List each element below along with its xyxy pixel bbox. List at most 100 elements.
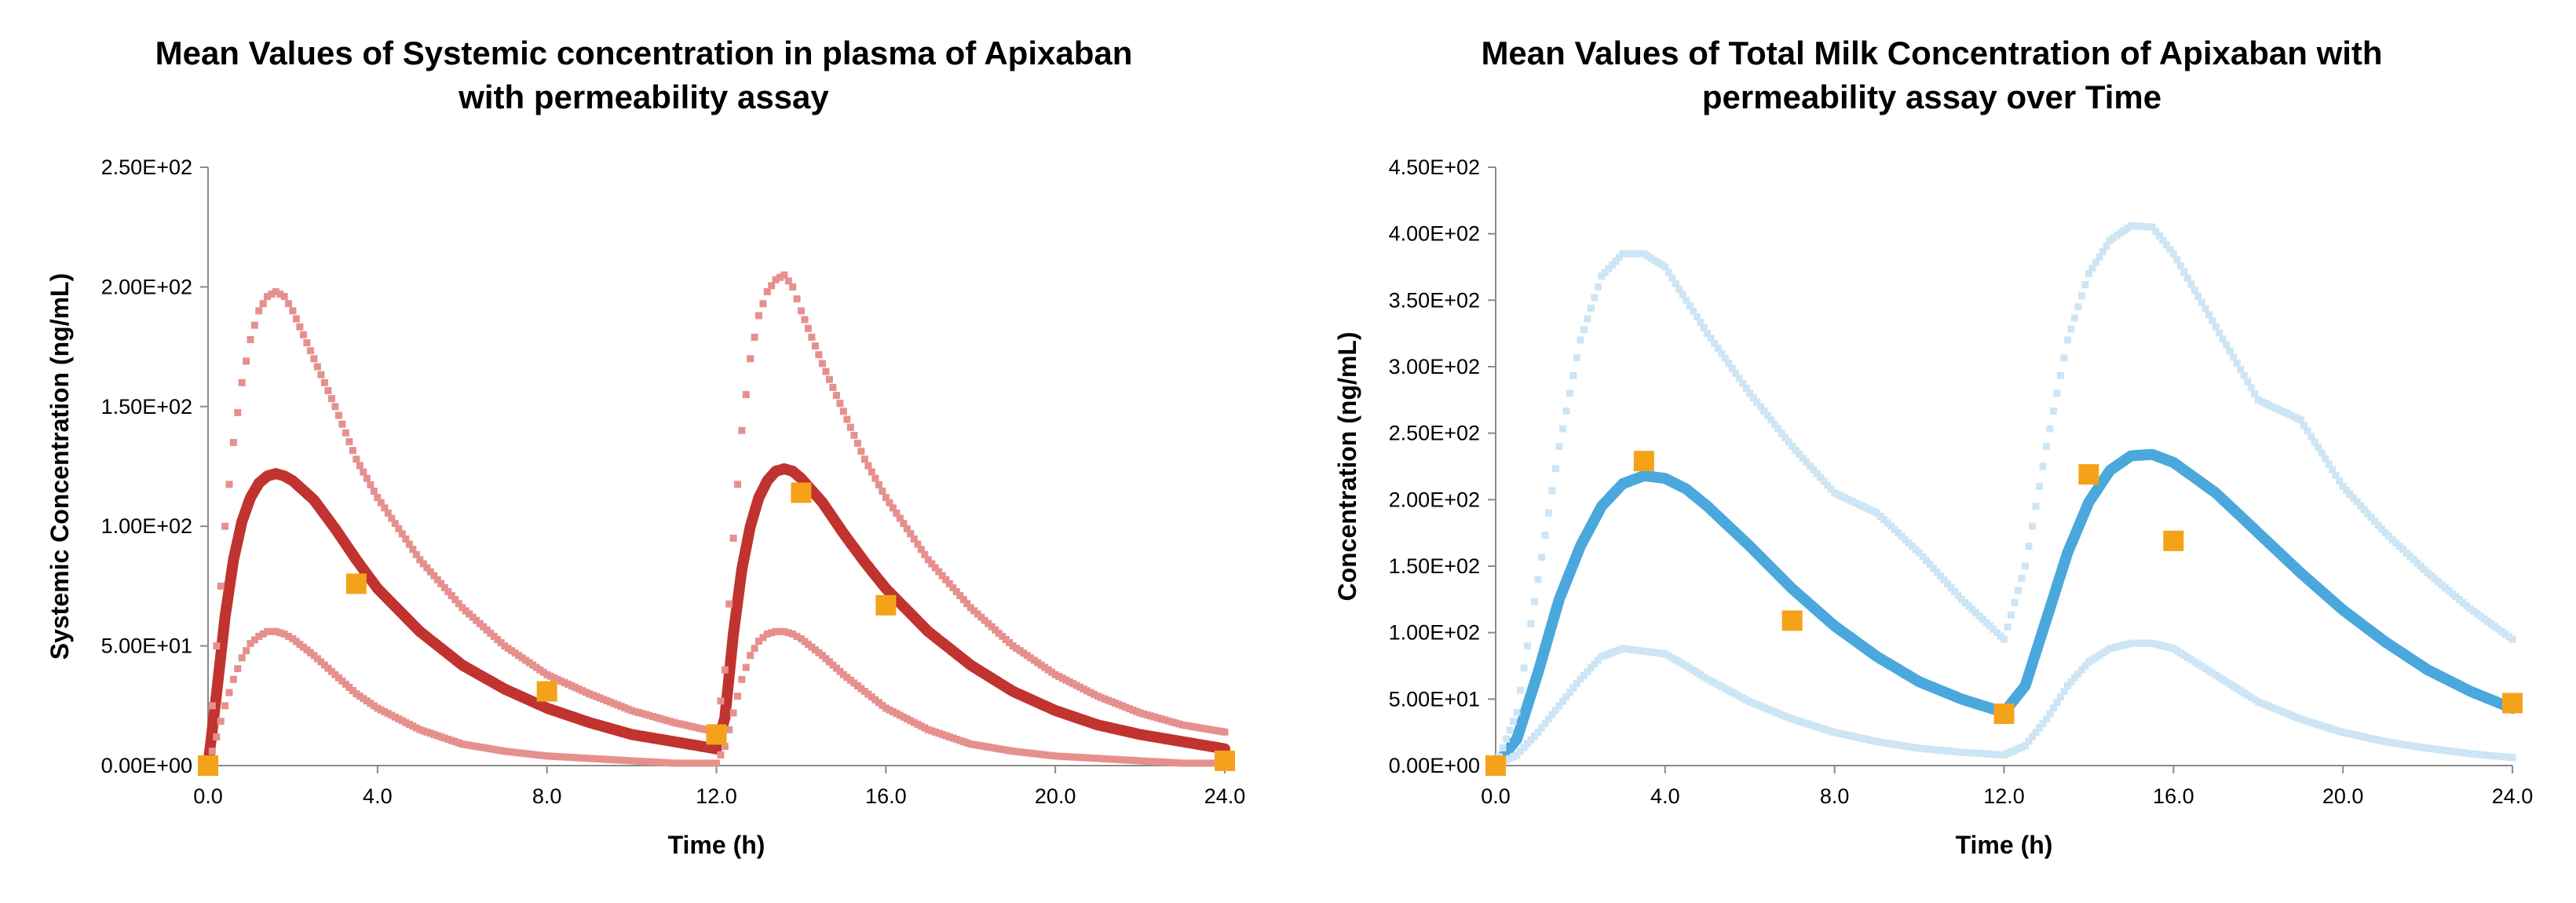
observed-series (1485, 451, 2523, 776)
y-tick-label: 2.50E+02 (1389, 422, 1480, 445)
bound-point (793, 632, 801, 640)
bound-point (825, 375, 833, 383)
bound-point (1774, 425, 1782, 433)
bound-point (1789, 443, 1796, 451)
bound-point (1937, 572, 1945, 580)
bound-point (2063, 682, 2071, 689)
bound-point (2350, 494, 2358, 502)
bound-point (2035, 724, 2043, 732)
bound-point (1919, 553, 1927, 561)
bound-point (412, 550, 420, 558)
bound-point (811, 342, 819, 350)
bound-point (759, 300, 767, 308)
bound-point (238, 654, 246, 662)
upper-bound-series (204, 271, 1229, 770)
bound-point (1587, 304, 1595, 312)
bound-point (255, 307, 263, 315)
observed-point (875, 594, 897, 616)
bound-point (213, 733, 221, 740)
bound-point (2103, 242, 2110, 250)
bound-point (784, 629, 792, 637)
bound-point (2378, 525, 2386, 533)
lower-bound-series (1492, 639, 2516, 770)
y-tick-label: 1.50E+02 (101, 395, 192, 419)
bound-point (797, 307, 805, 315)
bound-point (2067, 325, 2075, 333)
bound-point (2074, 303, 2082, 311)
bound-point (1739, 379, 1747, 387)
bound-point (1569, 684, 1577, 692)
bound-point (1566, 689, 1573, 696)
bound-point (1558, 425, 1566, 433)
y-tick-label: 2.00E+02 (1389, 488, 1480, 511)
bound-point (738, 426, 746, 434)
bound-point (1544, 715, 1552, 723)
observed-point (345, 573, 367, 594)
bound-point (250, 636, 258, 644)
bound-point (334, 411, 342, 419)
bound-point (2007, 611, 2015, 619)
bound-point (1725, 360, 1733, 367)
bound-point (1513, 708, 1521, 716)
bound-point (327, 395, 335, 403)
bound-point (268, 627, 276, 635)
bound-point (259, 300, 267, 308)
bound-point (717, 697, 725, 705)
bound-point (2307, 433, 2315, 441)
bound-point (1516, 748, 1524, 755)
bound-point (296, 323, 304, 331)
bound-point (370, 487, 378, 495)
bound-point (2088, 264, 2096, 272)
bound-point (2028, 733, 2036, 740)
bound-point (377, 499, 385, 506)
bound-point (217, 718, 225, 726)
bound-point (1930, 565, 1938, 572)
bound-point (402, 535, 410, 543)
bound-point (882, 494, 890, 502)
bound-point (1605, 265, 1613, 272)
bound-point (1530, 732, 1538, 740)
bound-point (2018, 575, 2026, 583)
bound-point (221, 522, 229, 530)
bound-point (907, 530, 915, 538)
bound-point (1824, 481, 1832, 489)
bound-point (1615, 254, 1623, 261)
bound-point (1926, 561, 1934, 568)
bound-point (2021, 562, 2029, 570)
bound-point (1746, 389, 1754, 397)
bound-point (747, 652, 755, 660)
bound-point (2183, 274, 2191, 282)
bound-point (2085, 269, 2092, 277)
bound-point (433, 576, 441, 583)
bound-point (2042, 443, 2050, 451)
bound-point (268, 291, 276, 298)
bound-point (338, 420, 346, 428)
bound-point (374, 494, 382, 502)
bound-point (2209, 316, 2216, 324)
bound-point (2198, 298, 2205, 306)
bound-point (2077, 292, 2085, 300)
bound-point (763, 630, 771, 638)
bound-point (2060, 687, 2068, 695)
x-tick-label: 16.0 (865, 784, 907, 808)
y-tick-label: 3.50E+02 (1389, 288, 1480, 312)
bound-point (1577, 336, 1584, 344)
bound-point (264, 627, 272, 635)
bound-point (2039, 462, 2047, 470)
bound-point (317, 371, 325, 378)
bound-point (2187, 280, 2195, 288)
bound-point (1923, 557, 1931, 565)
bound-point (717, 751, 725, 759)
bound-point (2001, 635, 2008, 643)
observed-point (536, 681, 557, 702)
bound-point (729, 709, 737, 717)
bound-point (1594, 283, 1602, 291)
bound-point (416, 556, 424, 564)
y-axis-title: Concentration (ng/mL) (1333, 331, 1361, 601)
bound-point (1580, 326, 1588, 334)
observed-point (2078, 464, 2099, 485)
bound-point (2169, 250, 2177, 258)
milk-plot: 0.00E+00 5.00E+01 1.00E+02 1.50E+02 2.00E+02… (1333, 155, 2533, 859)
bound-point (952, 588, 960, 596)
bound-point (843, 415, 851, 423)
